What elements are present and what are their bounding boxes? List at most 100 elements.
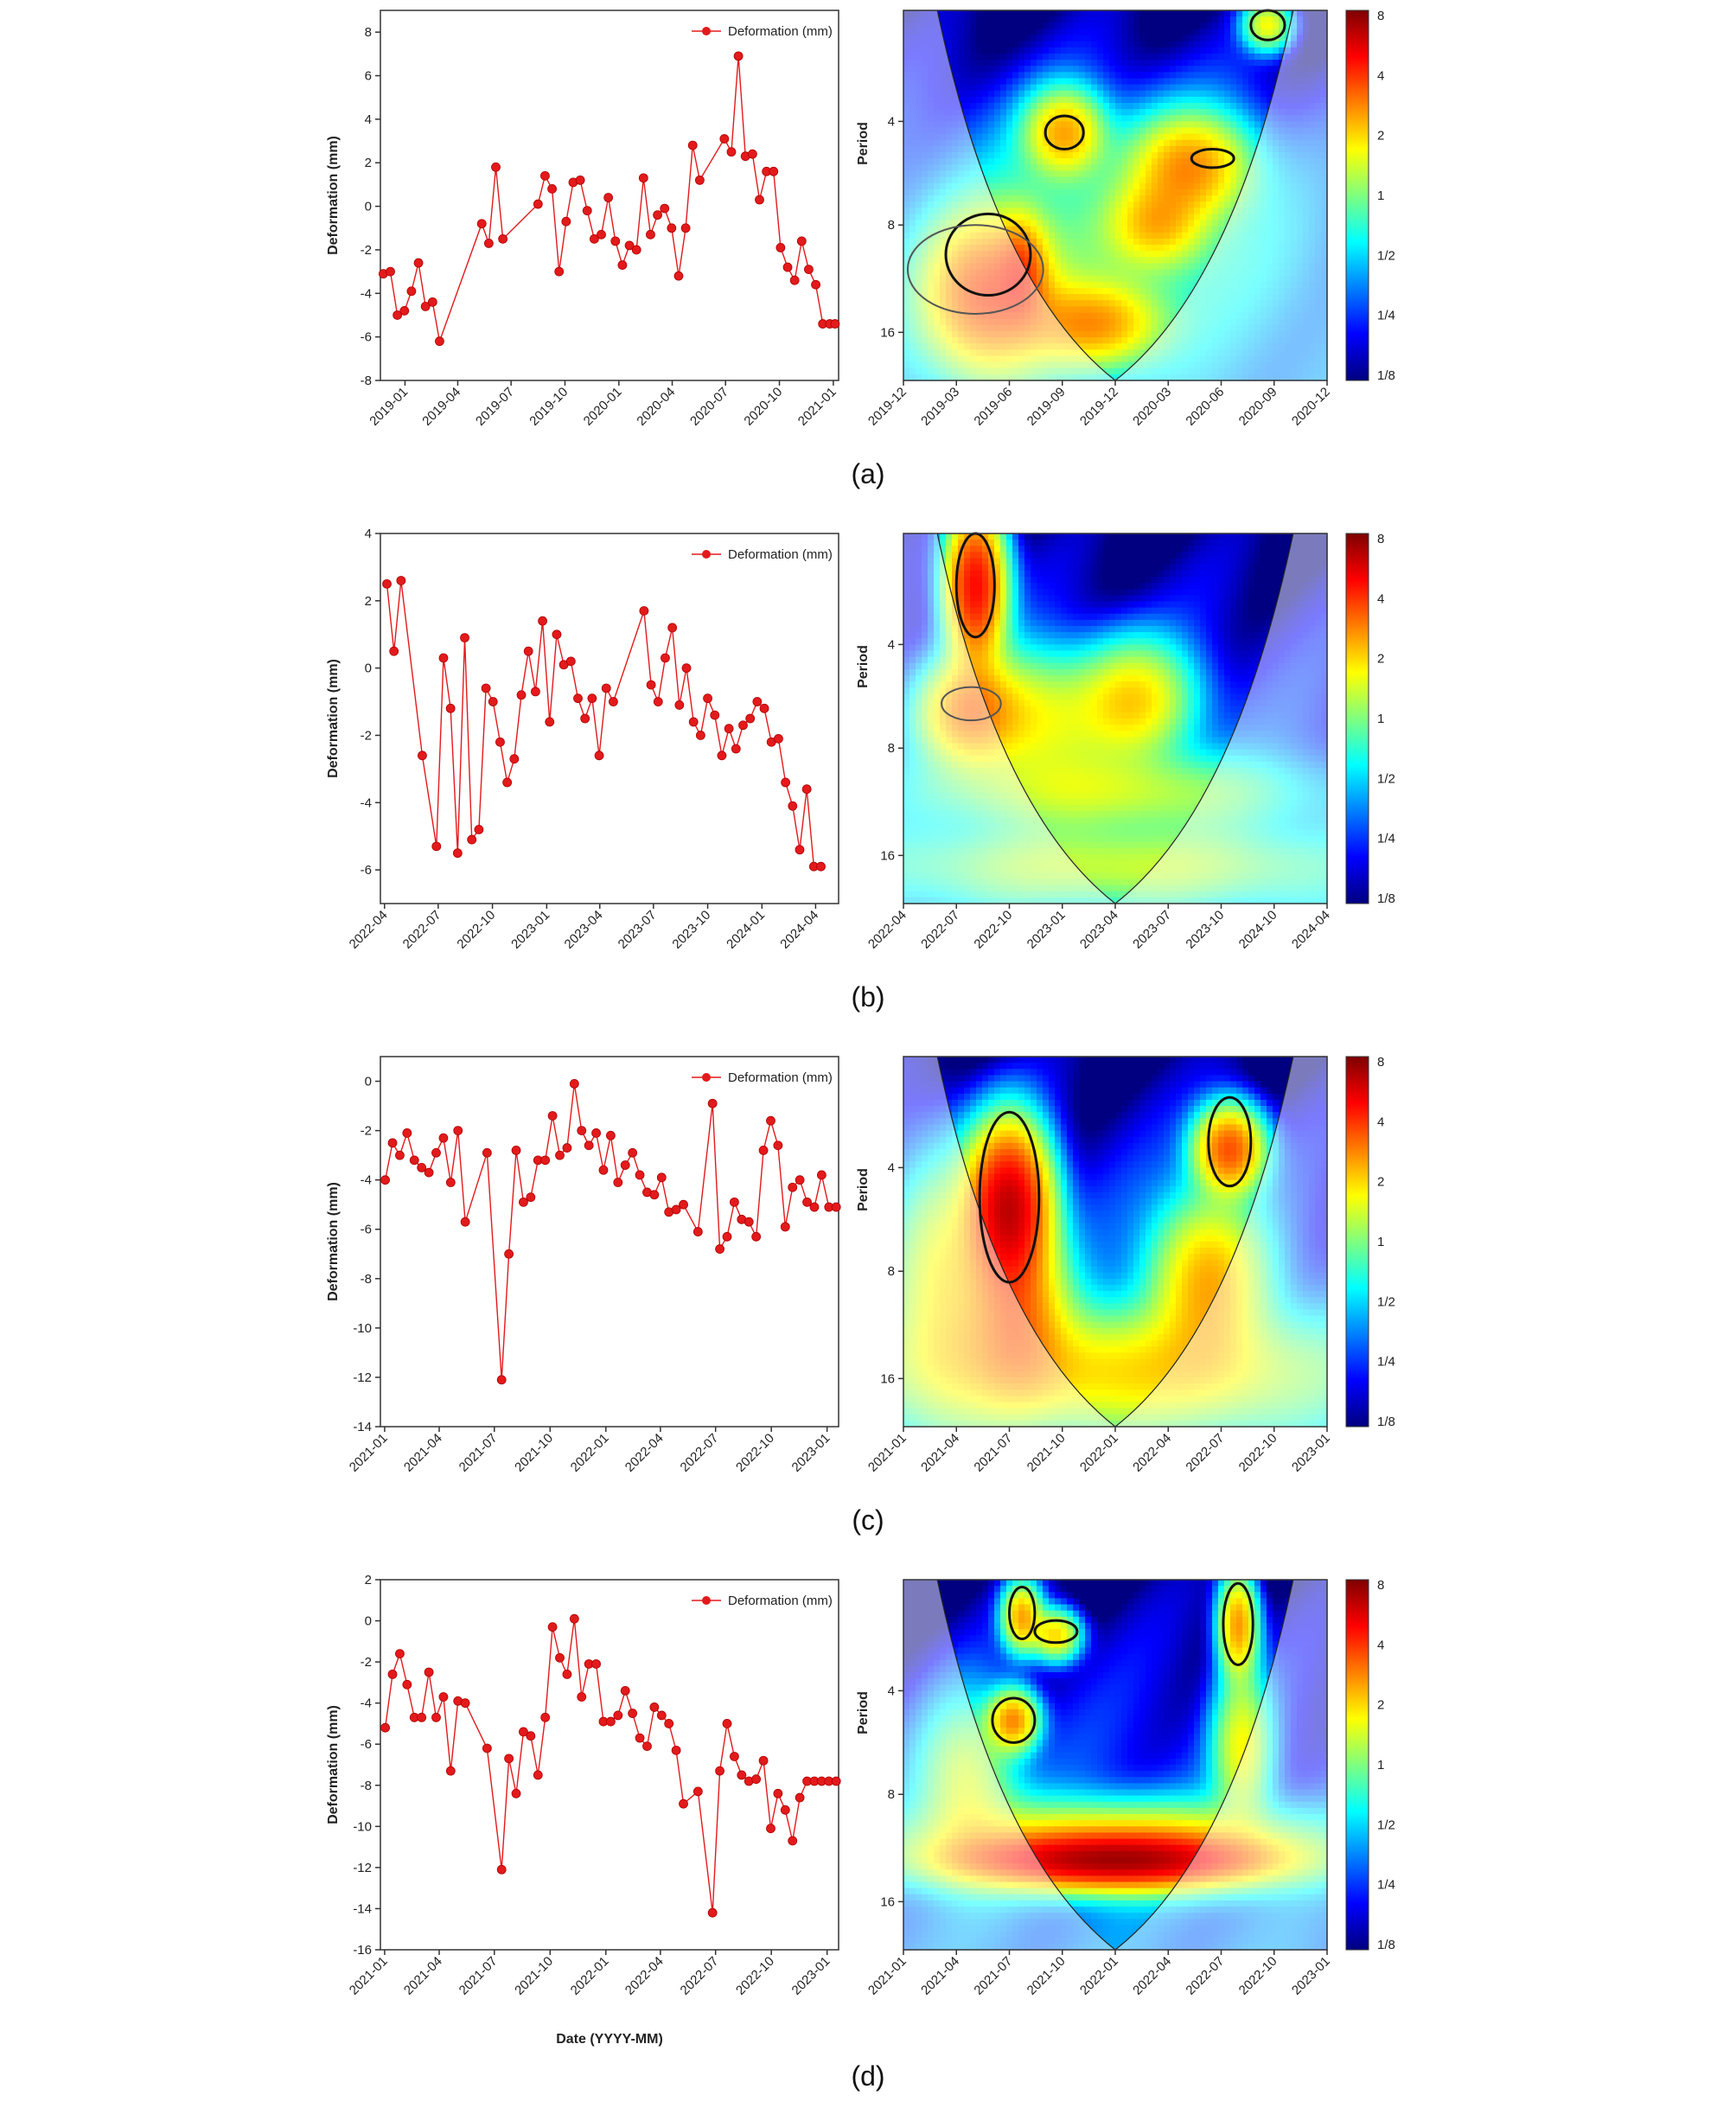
- power-cell: [1146, 281, 1152, 289]
- power-cell: [1285, 121, 1292, 129]
- power-cell: [1067, 41, 1074, 48]
- power-cell: [1236, 201, 1243, 208]
- power-cell: [1182, 564, 1189, 572]
- power-cell: [1242, 195, 1249, 202]
- power-cell: [922, 145, 929, 153]
- power-cell: [928, 152, 935, 159]
- power-cell: [909, 220, 916, 227]
- power-cell: [1127, 103, 1134, 110]
- power-cell: [1115, 214, 1122, 221]
- power-cell: [1297, 294, 1304, 301]
- power-cell: [976, 47, 983, 54]
- power-cell: [1224, 133, 1231, 141]
- power-cell: [958, 558, 965, 565]
- power-cell: [970, 188, 977, 196]
- power-cell: [1170, 145, 1177, 153]
- power-cell: [1273, 294, 1280, 301]
- power-cell: [976, 312, 983, 320]
- power-cell: [940, 361, 947, 369]
- power-cell: [1055, 337, 1062, 344]
- power-cell: [1224, 226, 1231, 233]
- power-cell: [1254, 281, 1261, 289]
- power-cell: [982, 312, 989, 320]
- power-cell: [1055, 176, 1062, 184]
- power-cell: [1152, 367, 1158, 375]
- power-cell: [976, 324, 983, 332]
- x-tick-label: 2019-01: [367, 385, 411, 429]
- power-cell: [1097, 139, 1104, 147]
- power-cell: [1139, 103, 1146, 110]
- power-cell: [1031, 324, 1037, 332]
- power-cell: [958, 288, 965, 295]
- y-tick-label: 16: [880, 325, 895, 340]
- power-cell: [1031, 133, 1037, 141]
- power-cell: [934, 133, 941, 141]
- power-cell: [1000, 16, 1007, 23]
- power-cell: [1176, 238, 1183, 246]
- power-cell: [1248, 121, 1255, 129]
- power-cell: [946, 35, 953, 42]
- power-cell: [1158, 139, 1165, 147]
- power-cell: [952, 564, 959, 572]
- power-cell: [1012, 29, 1019, 36]
- power-cell: [976, 53, 983, 61]
- power-cell: [922, 220, 929, 227]
- power-cell: [964, 16, 971, 23]
- power-cell: [1206, 182, 1213, 190]
- power-cell: [1218, 22, 1225, 29]
- power-cell: [1303, 349, 1310, 357]
- power-cell: [946, 152, 953, 159]
- power-cell: [1158, 29, 1165, 36]
- power-cell: [1043, 330, 1050, 338]
- power-cell: [1097, 208, 1104, 214]
- power-cell: [1218, 41, 1225, 48]
- power-cell: [1200, 10, 1207, 17]
- power-cell: [1176, 164, 1183, 172]
- power-cell: [1182, 164, 1189, 172]
- power-cell: [1182, 60, 1189, 67]
- power-cell: [1267, 312, 1273, 320]
- power-cell: [1073, 176, 1080, 184]
- power-cell: [1049, 208, 1056, 214]
- power-cell: [1248, 115, 1255, 122]
- power-cell: [1152, 53, 1158, 61]
- power-cell: [1115, 139, 1122, 147]
- power-cell: [909, 349, 916, 357]
- power-cell: [1152, 158, 1158, 165]
- power-cell: [909, 374, 916, 381]
- power-cell: [1049, 78, 1056, 86]
- power-cell: [1073, 152, 1080, 159]
- power-cell: [1139, 60, 1146, 67]
- power-cell: [1248, 127, 1255, 135]
- power-cell: [1049, 294, 1056, 301]
- power-cell: [1248, 195, 1255, 202]
- power-cell: [1091, 361, 1098, 369]
- power-cell: [1285, 324, 1292, 332]
- power-cell: [958, 245, 965, 252]
- power-cell: [1061, 349, 1068, 357]
- power-cell: [964, 214, 971, 221]
- power-cell: [1188, 257, 1195, 265]
- power-cell: [1297, 337, 1304, 344]
- power-cell: [1315, 540, 1322, 546]
- power-cell: [1242, 145, 1249, 153]
- power-cell: [934, 564, 941, 572]
- power-cell: [1315, 552, 1322, 559]
- power-cell: [1146, 22, 1152, 29]
- power-cell: [1103, 35, 1110, 42]
- power-cell: [1133, 343, 1140, 350]
- power-cell: [1146, 238, 1152, 246]
- power-cell: [982, 22, 989, 29]
- power-cell: [964, 318, 971, 326]
- power-cell: [1055, 121, 1062, 129]
- power-cell: [1073, 558, 1080, 565]
- power-cell: [1146, 96, 1152, 104]
- power-cell: [909, 158, 916, 165]
- power-cell: [909, 72, 916, 80]
- power-cell: [1103, 158, 1110, 165]
- power-cell: [1182, 35, 1189, 42]
- power-cell: [952, 164, 959, 172]
- power-cell: [1224, 337, 1231, 344]
- power-cell: [922, 96, 929, 104]
- power-cell: [1188, 275, 1195, 283]
